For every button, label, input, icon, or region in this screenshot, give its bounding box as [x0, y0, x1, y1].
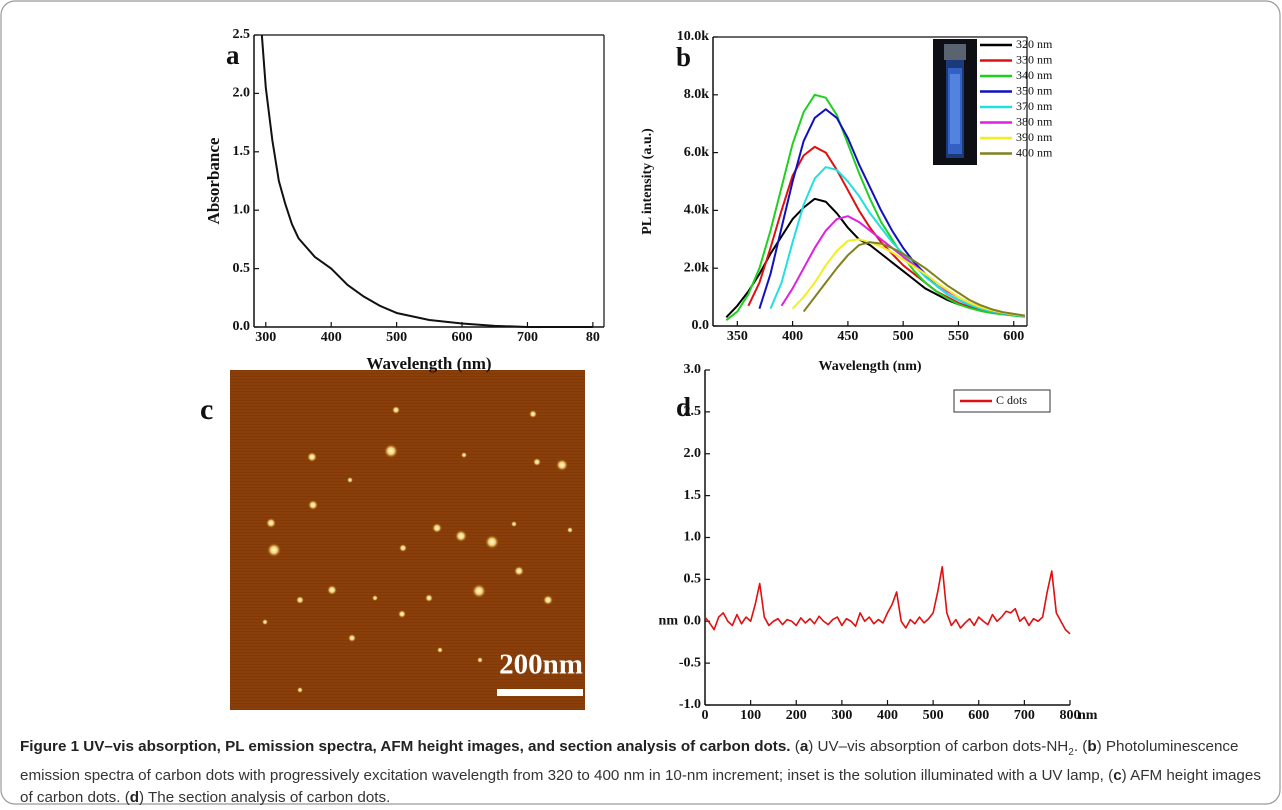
caption: Figure 1 UV–vis absorption, PL emission …	[20, 736, 1262, 810]
y-axis-label: PL intensity (a.u.)	[640, 128, 655, 235]
y-tick-label: 1.5	[684, 488, 702, 503]
y-tick-label: 0.0	[692, 318, 710, 333]
x-tick-label: 500	[923, 708, 944, 723]
caption-ref: d	[129, 789, 140, 807]
data-line	[725, 93, 1025, 322]
caption-text: ) The section analysis of carbon dots.	[139, 789, 391, 807]
y-tick-label: 0.5	[233, 261, 251, 276]
y-tick-label: 2.0	[233, 86, 251, 101]
y-tick-label: 6.0k	[684, 145, 710, 160]
legend-label: 320 nm	[1016, 37, 1053, 51]
x-tick-label: 400	[321, 330, 342, 345]
data-line	[802, 241, 1025, 317]
x-axis-label: Wavelength (nm)	[366, 354, 491, 373]
y-tick-label: 1.5	[233, 144, 251, 159]
y-tick-label: 3.0	[684, 362, 702, 377]
panel-label: a	[226, 40, 240, 70]
data-line	[704, 566, 1071, 635]
y-tick-label: 1.0	[684, 530, 702, 545]
inset-photo	[933, 39, 977, 165]
data-line	[769, 166, 1025, 318]
x-axis-label: Wavelength (nm)	[818, 359, 921, 374]
y-tick-label: 0.5	[684, 572, 702, 587]
x-tick-label: 400	[877, 708, 898, 723]
y-tick-label: 2.0k	[684, 260, 710, 275]
x-tick-label: 80	[586, 330, 600, 345]
legend-label: 340 nm	[1016, 68, 1053, 82]
caption-ref: b	[1087, 738, 1097, 755]
caption-text: ) AFM height images of carbon dots. (	[20, 766, 1261, 807]
x-tick-label: 400	[782, 329, 803, 344]
x-tick-label: 0	[702, 708, 709, 723]
x-tick-label: 800	[1060, 708, 1081, 723]
x-tick-label: 300	[831, 708, 852, 723]
y-tick-label: 1.0	[233, 202, 251, 217]
legend-label: 370 nm	[1016, 99, 1053, 113]
y-tick-label: -0.5	[679, 655, 701, 670]
x-tick-label: 300	[255, 330, 276, 345]
legend-box	[953, 389, 1051, 413]
y-tick-label: 10.0k	[677, 29, 710, 44]
data-line	[791, 238, 1025, 317]
x-axis-label: nm	[1078, 708, 1098, 723]
scale-bar-label: 200nm	[499, 649, 583, 681]
y-tick-label: 0.0	[684, 613, 702, 628]
y-tick-label: 4.0k	[684, 203, 710, 218]
caption-ref: c	[1113, 766, 1122, 784]
caption-text: ) UV–vis absorption of carbon dots-NH	[808, 738, 1069, 755]
caption-ref: a	[799, 738, 809, 755]
x-tick-label: 600	[1003, 329, 1024, 344]
x-tick-label: 350	[727, 329, 748, 344]
caption-text: . (	[1073, 738, 1088, 755]
y-tick-label: -1.0	[679, 697, 701, 712]
legend-label: 350 nm	[1016, 83, 1053, 97]
panel-label: d	[676, 392, 691, 422]
afm-image	[230, 370, 585, 710]
panel-label: c	[200, 393, 213, 426]
x-tick-label: 500	[386, 330, 407, 345]
caption-sub: 2	[1068, 747, 1074, 759]
x-tick-label: 200	[786, 708, 807, 723]
legend-label: 390 nm	[1016, 130, 1053, 144]
x-tick-label: 550	[948, 329, 969, 344]
x-tick-label: 100	[740, 708, 761, 723]
x-tick-label: 500	[893, 329, 914, 344]
caption-text: ) Photoluminescence emission spectra of …	[20, 738, 1239, 784]
y-tick-label: 2.0	[684, 446, 702, 461]
legend-label: C dots	[996, 393, 1027, 407]
panel-label: b	[676, 42, 691, 72]
x-tick-label: 600	[968, 708, 989, 723]
x-tick-label: 450	[837, 329, 858, 344]
y-tick-label: 8.0k	[684, 87, 710, 102]
y-axis-label: nm	[659, 613, 679, 628]
data-line	[260, 34, 593, 328]
legend-label: 330 nm	[1016, 52, 1053, 66]
y-axis-label: Absorbance	[204, 137, 223, 224]
caption-title: Figure 1 UV–vis absorption, PL emission …	[20, 738, 791, 755]
y-tick-label: 2.5	[233, 27, 251, 42]
y-tick-label: 2.5	[684, 404, 702, 419]
y-tick-label: 0.0	[233, 319, 251, 334]
x-tick-label: 600	[452, 330, 473, 345]
x-tick-label: 700	[517, 330, 538, 345]
caption-text: (	[790, 738, 800, 755]
legend-label: 380 nm	[1016, 114, 1053, 128]
legend-label: 400 nm	[1016, 145, 1053, 159]
x-tick-label: 700	[1014, 708, 1035, 723]
data-line	[725, 197, 1025, 319]
